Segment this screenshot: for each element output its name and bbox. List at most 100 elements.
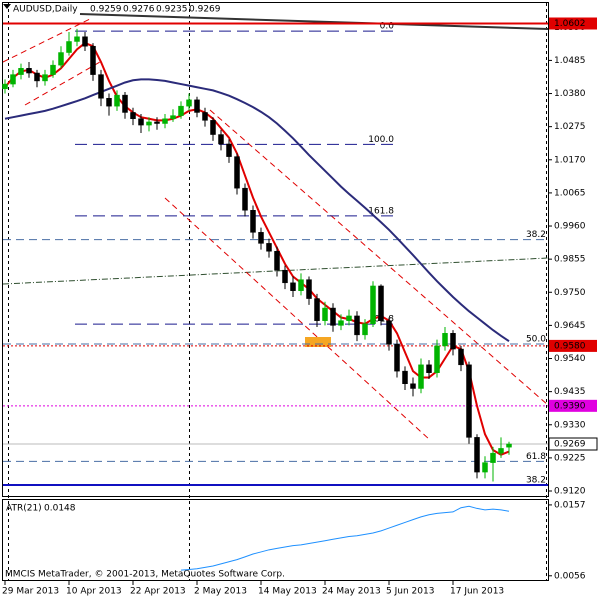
x-tick-label: 29 Mar 2013 [2, 587, 59, 597]
candle-body [274, 251, 280, 271]
candle-body [202, 112, 208, 121]
candle-body [250, 210, 256, 233]
ohlc-value: 0.9259 [90, 5, 122, 15]
candle-body [194, 99, 200, 113]
candle-body [282, 269, 288, 284]
y-tick-label: 0.0056 [554, 571, 586, 581]
ohlc-value: 0.9269 [189, 5, 221, 15]
bid-tag [548, 437, 598, 451]
y-tick-label: 0.9960 [554, 222, 586, 232]
candle-body [154, 121, 160, 124]
fibo-label: 38.2 [526, 476, 546, 486]
channel-line [209, 109, 549, 406]
candle-body [442, 333, 448, 347]
candle-body [370, 285, 376, 325]
x-tick-label: 5 Jun 2013 [386, 587, 434, 597]
y-tick-label: 0.9750 [554, 288, 586, 298]
fibo-label: 50.0 [526, 335, 546, 345]
candle-body [242, 187, 248, 211]
y-tick-label: 0.9435 [554, 387, 586, 397]
candle-body [474, 437, 480, 473]
candle-body [298, 279, 304, 291]
candle-body [410, 383, 416, 389]
candle-body [306, 279, 312, 299]
collapse-icon [3, 4, 11, 9]
candle-body [10, 74, 16, 85]
candle-body [330, 307, 336, 326]
candle-body [418, 364, 424, 389]
candle-body [58, 52, 64, 66]
candle-body [170, 115, 176, 120]
candle-body [378, 285, 384, 321]
candle-body [218, 134, 224, 145]
fibo-label: 0.0 [380, 22, 395, 32]
candle-body [178, 105, 184, 116]
candle-body [162, 118, 168, 124]
candle-body [354, 315, 360, 336]
candle-body [66, 41, 72, 53]
candle-body [90, 45, 96, 75]
candle-body [322, 307, 328, 321]
candle-body [426, 364, 432, 373]
price-tag [549, 17, 597, 30]
candle-body [346, 315, 352, 321]
chart-title: AUDUSD,Daily [13, 5, 78, 15]
candle-body [234, 156, 240, 189]
y-tick-label: 1.0380 [554, 89, 586, 99]
x-tick-label: 22 Apr 2013 [130, 587, 186, 597]
candle-body [130, 112, 136, 120]
price-tag [549, 399, 597, 412]
candle-body [34, 72, 40, 82]
y-tick-label: 0.9225 [554, 453, 586, 463]
ohlc-value: 0.9276 [123, 5, 155, 15]
candle-body [394, 344, 400, 372]
candle-body [402, 370, 408, 385]
candle-body [122, 94, 128, 113]
candle-body [186, 99, 192, 107]
candle-body [506, 443, 512, 448]
candle-body [138, 118, 144, 126]
y-tick-label: 1.0275 [554, 122, 586, 132]
candle-body [314, 298, 320, 321]
candle-body [26, 68, 32, 74]
channel-line [2, 17, 93, 63]
y-tick-label: 1.0065 [554, 188, 586, 198]
price-tag [549, 339, 597, 352]
main-panel-frame [2, 2, 549, 497]
x-tick-label: 10 Apr 2013 [66, 587, 122, 597]
candle-body [114, 94, 120, 107]
candle-body [266, 243, 272, 252]
y-tick-label: 0.0157 [554, 500, 586, 510]
copyright: MMCIS MetaTrader, © 2001-2013, MetaQuote… [5, 570, 285, 580]
atr-title: ATR(21) [6, 504, 42, 514]
candle-body [458, 348, 464, 366]
bid-tag-label: 0.9269 [554, 440, 586, 450]
x-tick-label: 2 May 2013 [194, 587, 247, 597]
y-tick-label: 0.9540 [554, 354, 586, 364]
candle-body [490, 452, 496, 463]
candle-body [434, 345, 440, 373]
y-tick-label: 0.9855 [554, 255, 586, 265]
candle-body [338, 320, 344, 326]
x-tick-label: 17 Jun 2013 [450, 587, 504, 597]
x-tick-label: 24 May 2013 [322, 587, 381, 597]
price-tag-label: 1.0602 [554, 19, 586, 29]
highlight-box [305, 337, 331, 347]
price-tag-label: 0.9580 [554, 341, 586, 351]
candle-body [98, 74, 104, 99]
candle-body [106, 98, 112, 107]
candle-body [386, 320, 392, 345]
candle-body [50, 64, 56, 75]
fibo-label: 61.8 [374, 315, 394, 325]
y-tick-label: 0.9120 [554, 487, 586, 497]
candle-body [82, 36, 88, 47]
y-tick-label: 1.0485 [554, 56, 586, 66]
trend-line [2, 257, 549, 285]
candle-body [498, 448, 504, 454]
moving-average [4, 41, 510, 456]
candle-body [210, 120, 216, 135]
candle-body [482, 462, 488, 473]
y-tick-label: 1.0170 [554, 155, 586, 165]
